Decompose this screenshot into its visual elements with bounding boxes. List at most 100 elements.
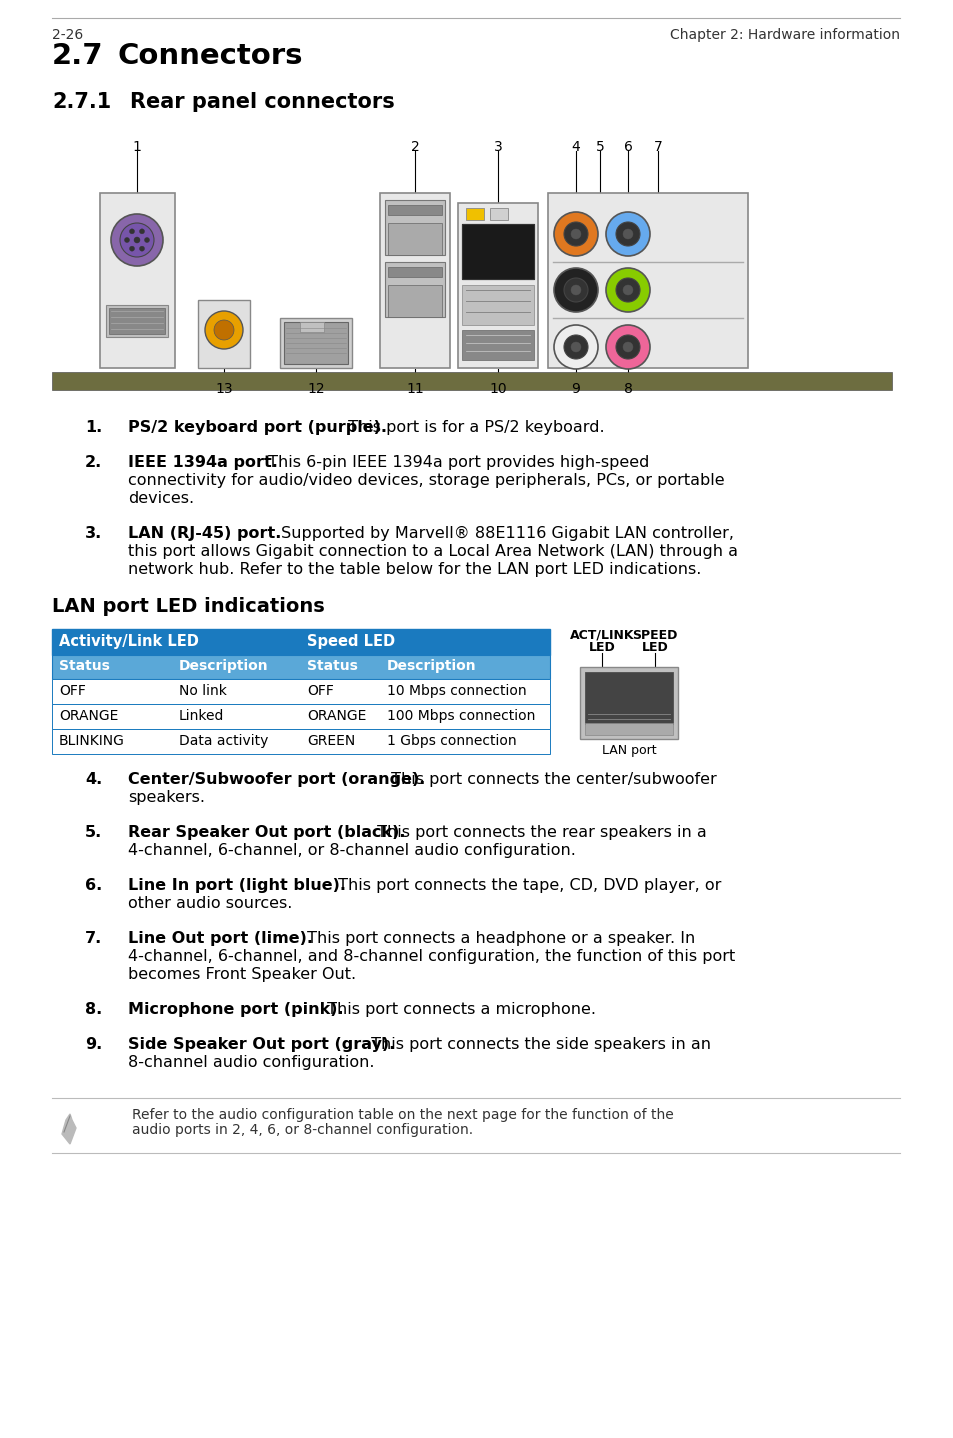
Text: Line Out port (lime).: Line Out port (lime). — [128, 930, 313, 946]
Text: ACT/LINK: ACT/LINK — [569, 628, 634, 641]
Circle shape — [622, 342, 633, 352]
Text: Data activity: Data activity — [179, 733, 268, 748]
Text: 9: 9 — [571, 383, 579, 395]
Text: 8.: 8. — [85, 1002, 102, 1017]
Text: Status: Status — [59, 659, 110, 673]
Text: Linked: Linked — [179, 709, 224, 723]
Text: 12: 12 — [307, 383, 324, 395]
Text: This port connects the rear speakers in a: This port connects the rear speakers in … — [372, 825, 706, 840]
Bar — [584, 723, 672, 735]
Circle shape — [616, 221, 639, 246]
Text: LAN port LED indications: LAN port LED indications — [52, 597, 324, 615]
Text: Chapter 2: Hardware information: Chapter 2: Hardware information — [669, 27, 899, 42]
Bar — [198, 301, 250, 368]
Circle shape — [554, 325, 598, 370]
Bar — [385, 262, 444, 316]
Circle shape — [571, 285, 580, 295]
Text: This port connects a microphone.: This port connects a microphone. — [322, 1002, 596, 1017]
Text: This port is for a PS/2 keyboard.: This port is for a PS/2 keyboard. — [343, 420, 604, 436]
Bar — [586, 679, 670, 686]
Text: network hub. Refer to the table below for the LAN port LED indications.: network hub. Refer to the table below fo… — [128, 562, 700, 577]
Text: 6.: 6. — [85, 879, 102, 893]
Circle shape — [571, 229, 580, 239]
Text: 2.7: 2.7 — [52, 42, 104, 70]
Text: 7: 7 — [653, 139, 661, 154]
Text: 5.: 5. — [85, 825, 102, 840]
Circle shape — [563, 335, 587, 360]
Text: 11: 11 — [406, 383, 423, 395]
Text: Refer to the audio configuration table on the next page for the function of the: Refer to the audio configuration table o… — [132, 1109, 673, 1122]
Bar — [52, 705, 550, 729]
Text: 13: 13 — [215, 383, 233, 395]
Bar — [52, 628, 550, 654]
Text: 6: 6 — [623, 139, 632, 154]
Circle shape — [213, 321, 233, 339]
Bar — [465, 209, 483, 220]
Text: This port connects the side speakers in an: This port connects the side speakers in … — [366, 1037, 710, 1053]
Text: 5: 5 — [595, 139, 604, 154]
Text: This port connects the center/subwoofer: This port connects the center/subwoofer — [386, 772, 716, 787]
Text: LED: LED — [588, 641, 615, 654]
Text: 1 Gbps connection: 1 Gbps connection — [387, 733, 517, 748]
Circle shape — [622, 285, 633, 295]
Circle shape — [125, 237, 130, 243]
Text: Status: Status — [307, 659, 357, 673]
Circle shape — [622, 229, 633, 239]
Bar — [463, 221, 532, 227]
Text: Rear Speaker Out port (black).: Rear Speaker Out port (black). — [128, 825, 405, 840]
Text: Center/Subwoofer port (orange).: Center/Subwoofer port (orange). — [128, 772, 425, 787]
Text: This port connects the tape, CD, DVD player, or: This port connects the tape, CD, DVD pla… — [333, 879, 720, 893]
Circle shape — [139, 229, 144, 234]
Circle shape — [605, 325, 649, 370]
Text: OFF: OFF — [307, 684, 334, 697]
Text: this port allows Gigabit connection to a Local Area Network (LAN) through a: this port allows Gigabit connection to a… — [128, 544, 738, 559]
Text: LED: LED — [641, 641, 668, 654]
Bar — [463, 246, 532, 252]
Circle shape — [616, 335, 639, 360]
Text: Side Speaker Out port (gray).: Side Speaker Out port (gray). — [128, 1037, 395, 1053]
Bar — [463, 265, 532, 269]
Text: Activity/Link LED: Activity/Link LED — [59, 634, 198, 649]
Bar — [586, 670, 670, 677]
Text: devices.: devices. — [128, 490, 193, 506]
Circle shape — [111, 214, 163, 266]
Circle shape — [605, 267, 649, 312]
Bar — [388, 285, 441, 316]
Bar — [388, 223, 441, 255]
Circle shape — [130, 246, 134, 252]
Circle shape — [554, 267, 598, 312]
Bar — [388, 206, 441, 216]
Bar — [586, 697, 670, 705]
Bar — [463, 240, 532, 244]
Text: 4.: 4. — [85, 772, 102, 787]
Text: OFF: OFF — [59, 684, 86, 697]
Bar — [463, 229, 532, 233]
Bar — [461, 285, 534, 325]
Text: SPEED: SPEED — [632, 628, 677, 641]
Text: Description: Description — [387, 659, 476, 673]
Text: No link: No link — [179, 684, 227, 697]
Text: GREEN: GREEN — [307, 733, 355, 748]
Text: 7.: 7. — [85, 930, 102, 946]
Bar — [586, 687, 670, 695]
Bar — [547, 193, 747, 368]
Text: Microphone port (pink).: Microphone port (pink). — [128, 1002, 343, 1017]
Text: 10 Mbps connection: 10 Mbps connection — [387, 684, 526, 697]
Text: Description: Description — [179, 659, 269, 673]
Text: Line In port (light blue).: Line In port (light blue). — [128, 879, 346, 893]
Bar — [461, 329, 534, 360]
Polygon shape — [62, 1114, 76, 1145]
Bar — [109, 308, 165, 334]
Bar — [284, 322, 348, 364]
Text: 4-channel, 6-channel, and 8-channel configuration, the function of this port: 4-channel, 6-channel, and 8-channel conf… — [128, 949, 735, 963]
Bar — [52, 679, 550, 705]
Text: 3.: 3. — [85, 526, 102, 541]
Text: 1: 1 — [132, 139, 141, 154]
Text: 2: 2 — [410, 139, 419, 154]
Text: other audio sources.: other audio sources. — [128, 896, 292, 912]
Bar — [52, 654, 550, 679]
Text: Speed LED: Speed LED — [307, 634, 395, 649]
Text: 8: 8 — [623, 383, 632, 395]
Text: 4: 4 — [571, 139, 579, 154]
Circle shape — [205, 311, 243, 349]
